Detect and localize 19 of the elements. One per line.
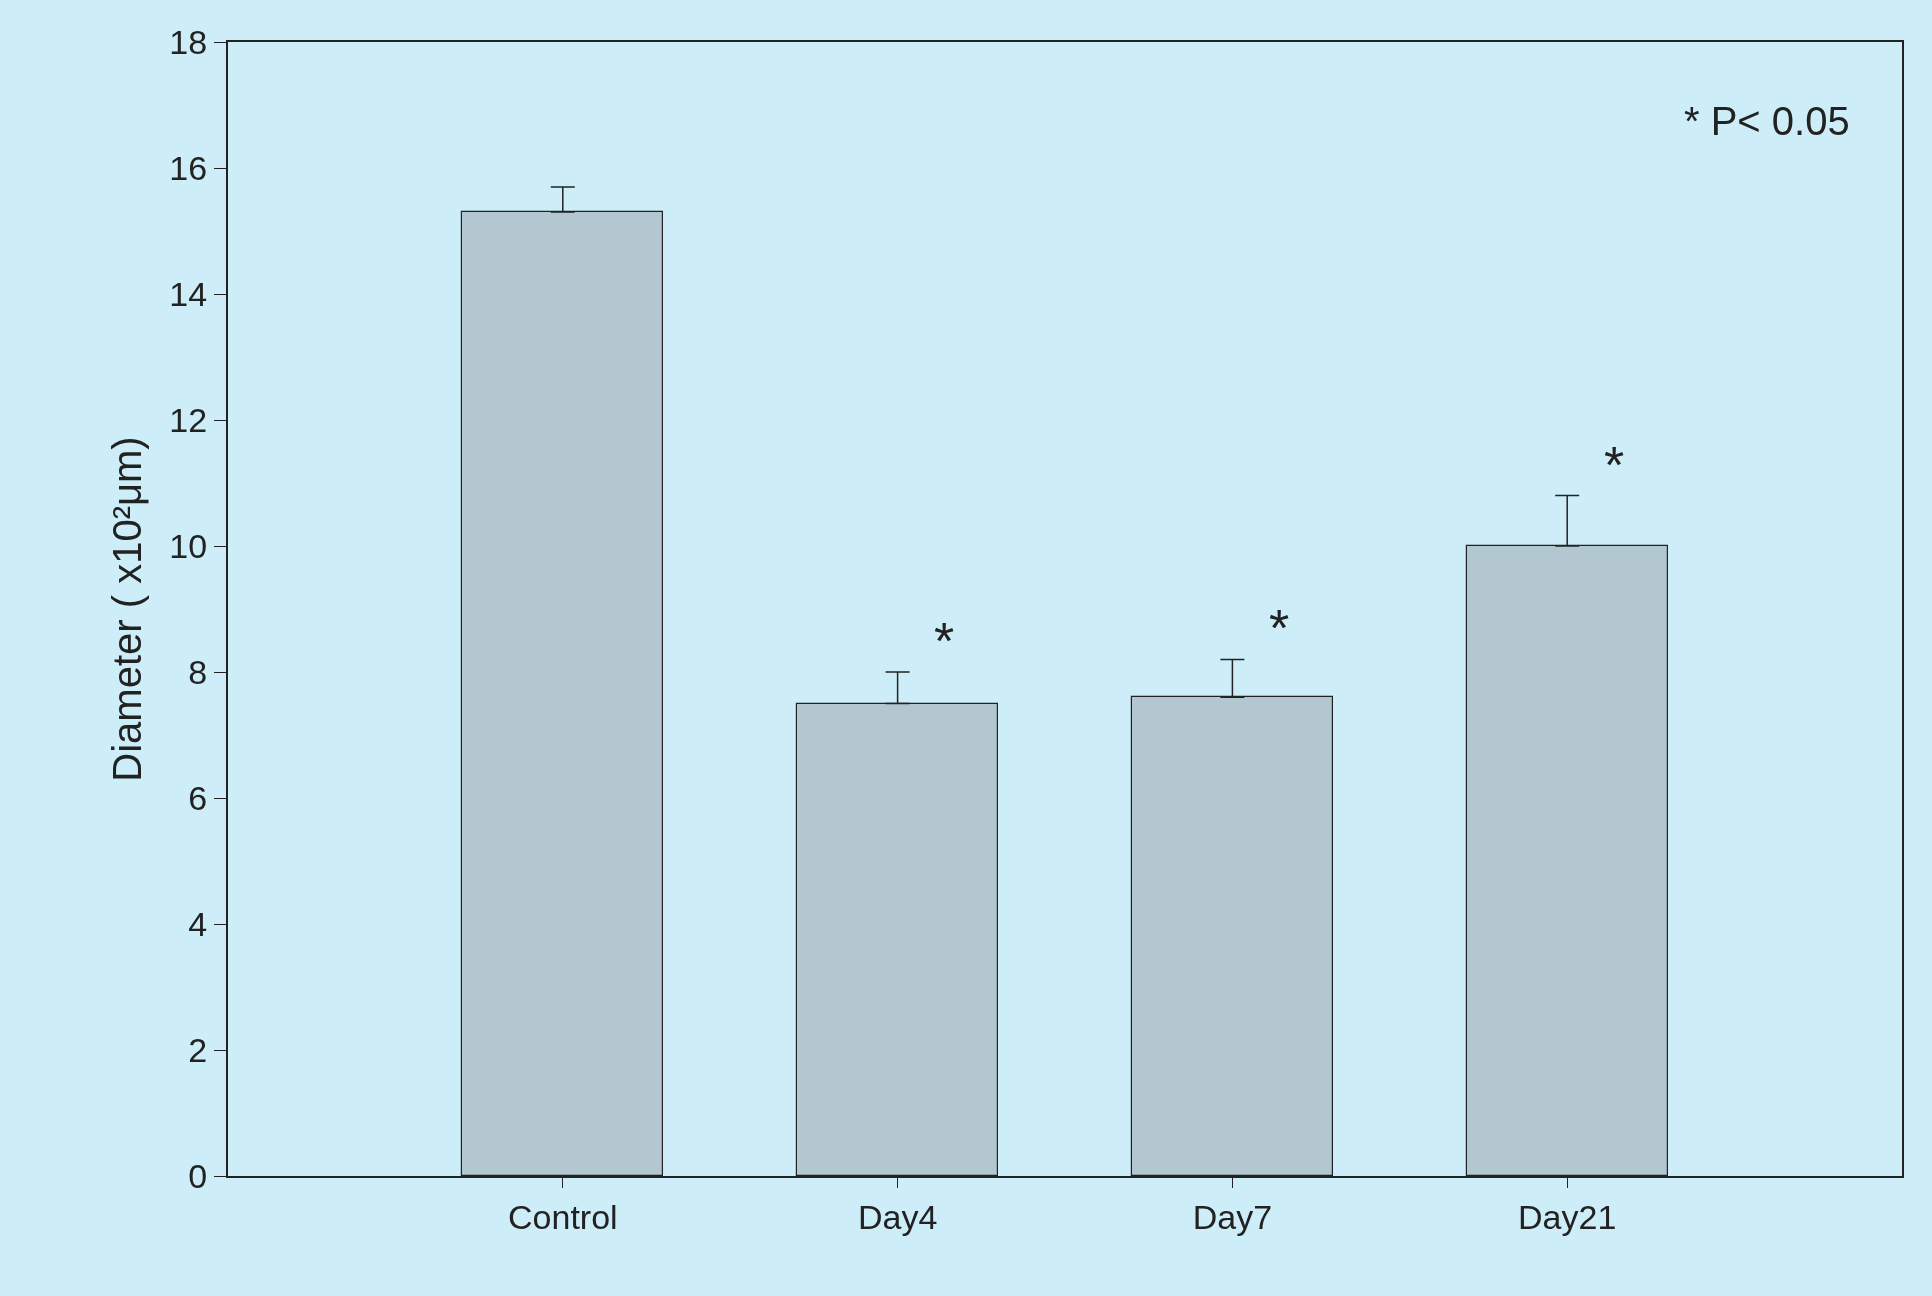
y-tick-label: 2 <box>188 1030 208 1069</box>
x-tick-label: Day4 <box>857 1197 938 1236</box>
x-tick-label: Day21 <box>1518 1197 1617 1236</box>
annotation: * <box>1269 599 1290 657</box>
y-tick-label: 4 <box>188 904 208 943</box>
x-tick-label: Control <box>508 1197 618 1236</box>
y-axis-title: Diameter ( x10²μm) <box>105 436 150 782</box>
y-tick-label: 6 <box>188 778 208 817</box>
y-tick-label: 18 <box>169 22 208 61</box>
y-tick-label: 16 <box>169 148 208 187</box>
y-tick-label: 8 <box>188 652 208 691</box>
y-tick-label: 0 <box>188 1156 208 1195</box>
y-tick-label: 12 <box>169 400 208 439</box>
annotation: * <box>1604 436 1625 494</box>
x-tick-label: Day7 <box>1192 1197 1273 1236</box>
y-tick-label: 14 <box>169 274 208 313</box>
y-tick-label: 10 <box>169 526 208 565</box>
annotation: * P< 0.05 <box>1684 99 1850 143</box>
annotation: * <box>934 612 955 670</box>
